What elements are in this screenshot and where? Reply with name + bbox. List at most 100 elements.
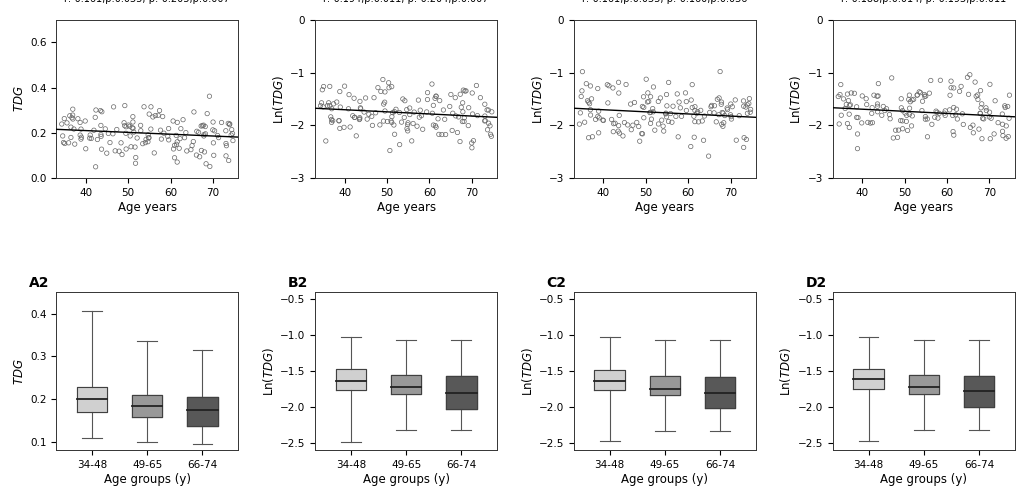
Point bbox=[715, 119, 732, 127]
Point bbox=[198, 160, 214, 168]
Point bbox=[455, 117, 472, 125]
Point bbox=[315, 103, 331, 111]
Point bbox=[336, 82, 353, 90]
Point bbox=[832, 81, 848, 89]
Point bbox=[423, 80, 439, 88]
Point bbox=[346, 113, 363, 121]
Point bbox=[951, 88, 967, 96]
Point bbox=[650, 120, 666, 128]
Point bbox=[146, 149, 162, 157]
X-axis label: Age years: Age years bbox=[117, 200, 176, 214]
Point bbox=[980, 108, 997, 116]
Point bbox=[837, 104, 853, 112]
Point bbox=[936, 107, 953, 115]
Point bbox=[464, 89, 480, 97]
Point bbox=[594, 116, 610, 124]
Point bbox=[736, 134, 752, 142]
Point bbox=[678, 106, 694, 114]
Point bbox=[138, 136, 154, 144]
Point bbox=[863, 103, 879, 111]
Point bbox=[424, 109, 440, 117]
Point bbox=[315, 83, 331, 91]
Point bbox=[630, 123, 646, 131]
Point bbox=[82, 134, 98, 142]
Point bbox=[404, 137, 420, 145]
Point bbox=[64, 115, 81, 123]
Point bbox=[319, 101, 335, 109]
Point bbox=[454, 86, 471, 94]
Point bbox=[171, 145, 187, 152]
Point bbox=[641, 109, 657, 117]
Point bbox=[741, 95, 757, 102]
Point bbox=[395, 113, 412, 121]
Point bbox=[971, 87, 987, 95]
Point bbox=[206, 127, 222, 135]
Point bbox=[341, 123, 358, 131]
Point bbox=[314, 86, 330, 94]
Point bbox=[653, 116, 669, 124]
Point bbox=[971, 109, 987, 117]
Point bbox=[861, 119, 877, 127]
Point bbox=[609, 78, 626, 86]
Y-axis label: Ln($TDG$): Ln($TDG$) bbox=[529, 74, 544, 124]
Point bbox=[332, 103, 348, 111]
Point bbox=[711, 68, 728, 76]
Point bbox=[669, 133, 686, 141]
Point bbox=[77, 145, 94, 153]
Point bbox=[571, 120, 587, 128]
Point bbox=[917, 92, 933, 100]
Point bbox=[464, 110, 480, 118]
Point bbox=[905, 96, 921, 103]
Point bbox=[893, 104, 909, 112]
Point bbox=[739, 101, 755, 109]
Point bbox=[874, 102, 891, 110]
Point bbox=[376, 88, 392, 96]
Point bbox=[626, 99, 642, 106]
Text: r:-0.188,p:0.014; ρ:-0.193,p:0.011: r:-0.188,p:0.014; ρ:-0.193,p:0.011 bbox=[841, 0, 1006, 4]
Point bbox=[346, 113, 363, 121]
Point bbox=[461, 104, 477, 112]
Text: r:-0.161,p:0.035; ρ:-0.205,p:0.007: r:-0.161,p:0.035; ρ:-0.205,p:0.007 bbox=[64, 0, 230, 4]
Point bbox=[980, 113, 997, 121]
Point bbox=[849, 145, 865, 152]
Point bbox=[604, 84, 621, 92]
Text: A2: A2 bbox=[29, 276, 49, 290]
Point bbox=[578, 80, 594, 88]
Point bbox=[876, 106, 893, 114]
Point bbox=[903, 112, 919, 120]
Point bbox=[380, 84, 396, 92]
Point bbox=[383, 113, 399, 121]
Point bbox=[168, 132, 184, 140]
Point bbox=[458, 87, 474, 95]
Point bbox=[361, 110, 377, 118]
Point bbox=[386, 107, 403, 115]
Point bbox=[480, 106, 496, 114]
Point bbox=[468, 82, 484, 90]
Point bbox=[72, 131, 89, 139]
Point bbox=[209, 132, 225, 140]
Point bbox=[642, 119, 658, 127]
Point bbox=[218, 152, 234, 160]
Point bbox=[913, 98, 929, 105]
Point bbox=[863, 119, 879, 127]
Point bbox=[411, 113, 427, 121]
Point bbox=[989, 119, 1006, 127]
Point bbox=[450, 113, 467, 121]
Point bbox=[380, 79, 396, 87]
Point bbox=[399, 121, 416, 129]
Point bbox=[841, 124, 857, 132]
Point bbox=[114, 150, 130, 158]
Point bbox=[122, 143, 139, 150]
Point bbox=[928, 108, 945, 116]
Point bbox=[88, 106, 104, 114]
Point bbox=[973, 114, 989, 122]
Point bbox=[386, 130, 403, 138]
Point bbox=[657, 110, 674, 118]
X-axis label: Age groups (y): Age groups (y) bbox=[104, 473, 191, 486]
Point bbox=[583, 95, 599, 103]
Point bbox=[391, 141, 408, 148]
Point bbox=[93, 132, 109, 140]
Point bbox=[654, 122, 671, 130]
Point bbox=[603, 115, 620, 123]
Point bbox=[419, 96, 435, 103]
